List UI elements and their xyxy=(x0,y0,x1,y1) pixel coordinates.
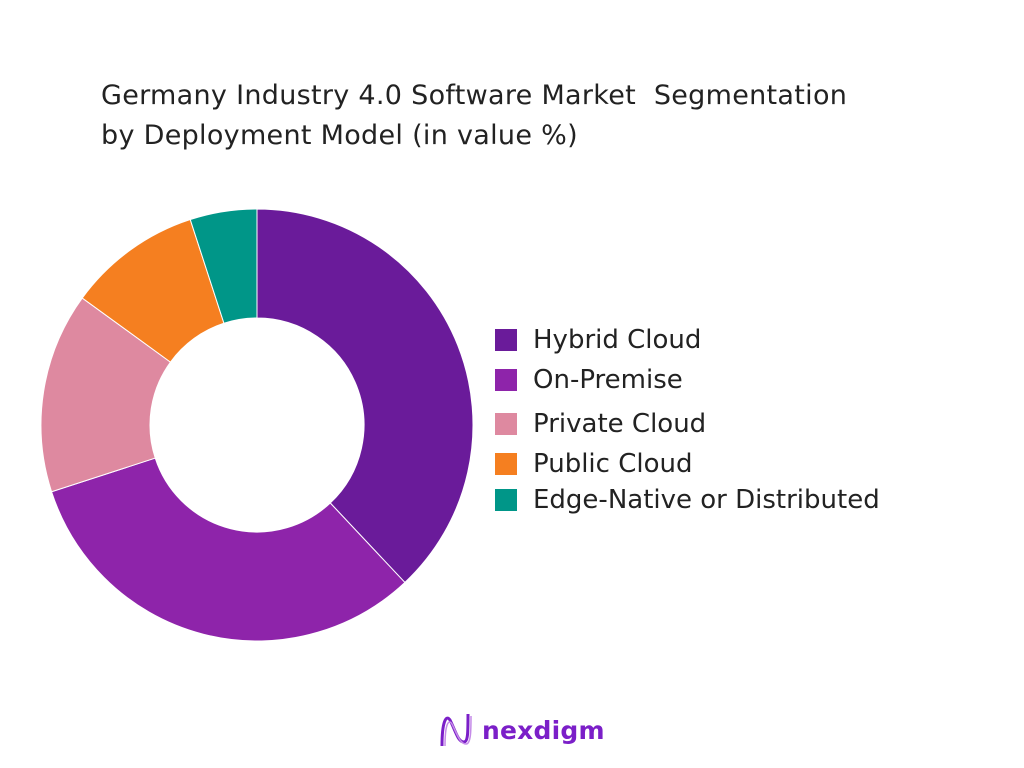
legend-item: Edge-Native or Distributed xyxy=(495,485,880,515)
legend-item: Public Cloud xyxy=(495,449,692,479)
legend-label: Public Cloud xyxy=(533,449,693,479)
legend-item: Private Cloud xyxy=(495,409,706,439)
legend-swatch xyxy=(495,329,517,351)
legend-label: Private Cloud xyxy=(533,409,707,439)
legend-label: Edge-Native or Distributed xyxy=(533,485,880,515)
slice-hybrid-cloud xyxy=(256,208,474,584)
title-line-1: Germany Industry 4.0 Software Market Seg… xyxy=(101,80,848,111)
slice-edge-native-or-distributed xyxy=(189,208,258,324)
nexdigm-wave-icon xyxy=(440,713,472,747)
slice-on-premise xyxy=(50,457,406,642)
legend-swatch xyxy=(495,413,517,435)
legend-item: Hybrid Cloud xyxy=(495,325,701,355)
legend-swatch xyxy=(495,489,517,511)
brand-name: nexdigm xyxy=(482,715,605,745)
nexdigm-logo: nexdigm xyxy=(438,712,605,748)
legend-swatch xyxy=(495,453,517,475)
slice-private-cloud xyxy=(40,297,172,493)
chart-title: Germany Industry 4.0 Software Market Seg… xyxy=(101,76,847,156)
legend-swatch xyxy=(495,369,517,391)
legend-label: Hybrid Cloud xyxy=(533,325,702,355)
title-line-2: by Deployment Model (in value %) xyxy=(101,120,578,151)
legend-item: On-Premise xyxy=(495,365,683,395)
legend-label: On-Premise xyxy=(533,365,683,395)
